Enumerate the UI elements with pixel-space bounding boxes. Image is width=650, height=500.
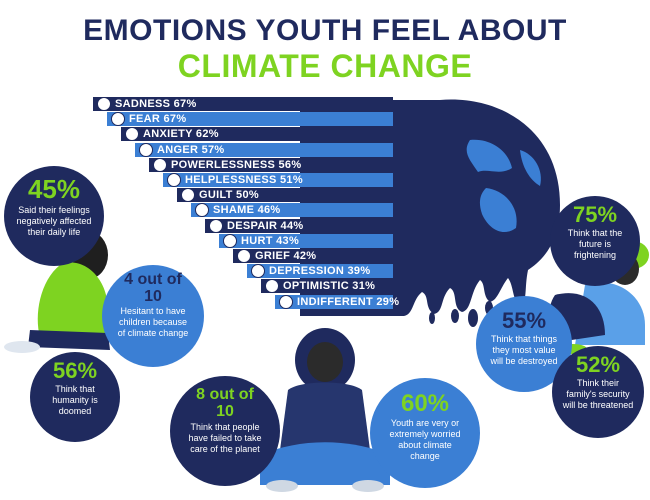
emoji-face-icon xyxy=(195,203,209,218)
stat-bubble-45: 45% Said their feelings negatively affec… xyxy=(4,166,104,266)
stat-bubble-60: 60% Youth are very or extremely worried … xyxy=(370,378,480,488)
bar-fill-anxiety xyxy=(121,127,393,142)
stat-bubble-75: 75% Think that the future is frightening xyxy=(550,196,640,286)
title-line-1: EMOTIONS YOUTH FEEL ABOUT xyxy=(83,14,567,47)
emoji-face-icon xyxy=(279,294,293,309)
emoji-face-icon xyxy=(139,142,153,157)
bar-fill-optimistic xyxy=(261,279,393,294)
bar-fill-powerlessness xyxy=(149,157,393,172)
emoji-face-icon xyxy=(111,112,125,127)
stat-bubble-4of10: 4 out of 10 Hesitant to have children be… xyxy=(102,265,204,367)
emoji-face-icon xyxy=(265,279,279,294)
emoji-face-icon xyxy=(167,173,181,187)
bar-label-grief: GRIEF 42% xyxy=(255,250,317,262)
emoji-face-icon xyxy=(125,127,139,142)
bar-fill-shame xyxy=(191,203,393,218)
bar-label-guilt: GUILT 50% xyxy=(199,189,259,202)
bar-label-hurt: HURT 43% xyxy=(241,234,300,247)
bar-label-shame: SHAME 46% xyxy=(213,204,281,217)
bar-fill-guilt xyxy=(177,188,393,203)
stat-4of10-value: 4 out of 10 xyxy=(124,271,182,305)
bar-label-fear: FEAR 67% xyxy=(129,113,187,126)
bar-fill-anger xyxy=(135,142,393,157)
title-line-2: CLIMATE CHANGE xyxy=(177,48,473,84)
stat-56-text: Think that humanity is doomed xyxy=(52,384,98,416)
bar-label-despair: DESPAIR 44% xyxy=(227,219,304,232)
bar-fill-hurt xyxy=(219,233,393,248)
bar-label-depression: DEPRESSION 39% xyxy=(269,265,371,278)
emoji-face-icon xyxy=(223,233,237,248)
stat-52-text: Think their family's security will be th… xyxy=(562,378,634,410)
bar-label-sadness: SADNESS 67% xyxy=(115,98,197,110)
stat-bubble-8of10: 8 out of 10 Think that people have faile… xyxy=(170,376,280,486)
stat-56-value: 56% xyxy=(52,358,98,383)
emoji-face-icon xyxy=(97,97,111,111)
stat-4of10-text: Hesitant to have children because of cli… xyxy=(117,306,189,338)
stat-55-value: 55% xyxy=(501,308,547,333)
bar-label-anxiety: ANXIETY 62% xyxy=(143,128,219,141)
bar-label-optimistic: OPTIMISTIC 31% xyxy=(283,280,376,293)
bar-label-helplessness: HELPLESSNESS 51% xyxy=(185,174,303,186)
stat-75-value: 75% xyxy=(572,202,618,227)
bar-label-indifferent: INDIFFERENT 29% xyxy=(297,295,400,308)
emoji-face-icon xyxy=(209,218,223,233)
bar-fill-despair xyxy=(205,218,393,233)
stat-60-text: Youth are very or extremely worried abou… xyxy=(389,418,461,461)
stat-45-value: 45% xyxy=(27,174,81,204)
stat-bubble-56: 56% Think that humanity is doomed xyxy=(30,352,120,442)
stat-55-text: Think that things they most value will b… xyxy=(490,334,558,366)
stat-8of10-value: 8 out of 10 xyxy=(196,386,254,420)
hooded-youth-illustration xyxy=(260,328,390,492)
stat-60-value: 60% xyxy=(400,390,450,417)
stat-8of10-text: Think that people have failed to take ca… xyxy=(188,422,262,454)
bar-fill-indifferent xyxy=(275,294,393,309)
stat-52-value: 52% xyxy=(575,352,621,377)
bar-label-powerlessness: POWERLESSNESS 56% xyxy=(171,158,302,171)
bar-fill-helplessness xyxy=(163,173,393,187)
emoji-face-icon xyxy=(181,188,195,203)
bar-fill-sadness xyxy=(93,97,393,111)
bar-fill-fear xyxy=(107,112,393,127)
emoji-face-icon xyxy=(251,264,265,279)
bar-label-anger: ANGER 57% xyxy=(157,143,225,156)
stat-45-text: Said their feelings negatively affected … xyxy=(16,205,92,237)
stat-75-text: Think that the future is frightening xyxy=(567,228,623,260)
bar-fill-grief xyxy=(233,249,393,263)
stat-bubble-52: 52% Think their family's security will b… xyxy=(552,346,644,438)
emoji-face-icon xyxy=(237,249,251,263)
emoji-face-icon xyxy=(153,157,167,172)
bar-fill-depression xyxy=(247,264,393,279)
